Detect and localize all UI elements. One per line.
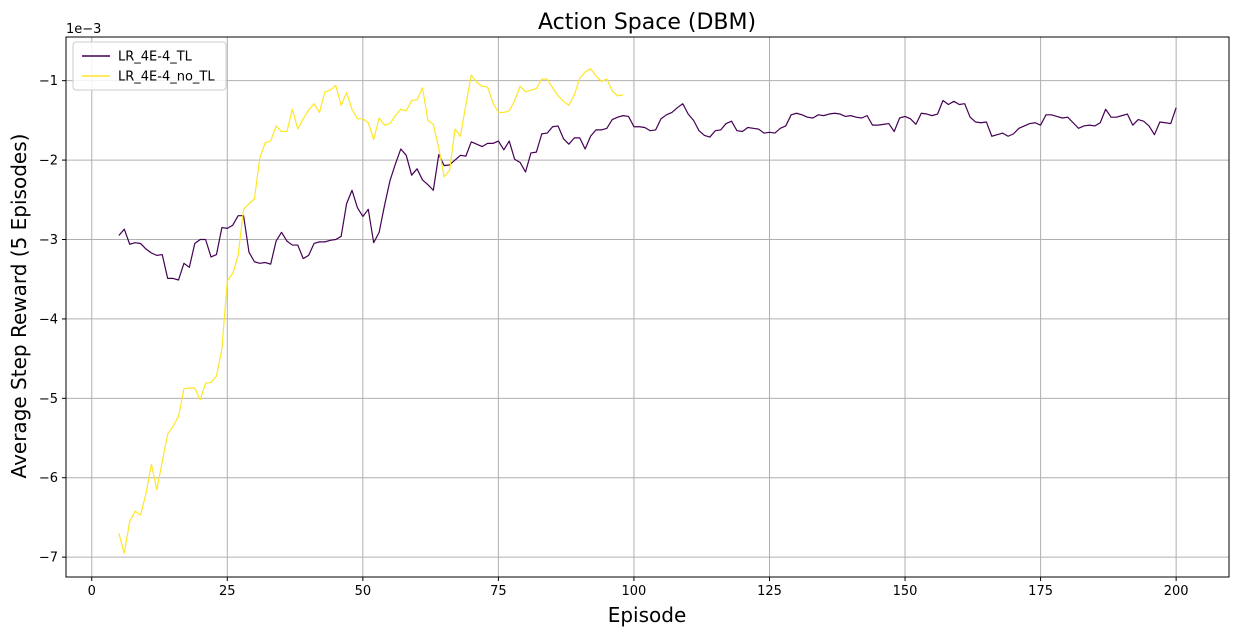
x-tick-label: 200 [1164, 584, 1189, 599]
plot-frame [65, 36, 1230, 578]
y-tick-label: −3 [39, 233, 58, 248]
legend: LR_4E-4_TL LR_4E-4_no_TL [72, 41, 227, 91]
y-tick-label: −4 [39, 312, 58, 327]
y-tick-label: −5 [39, 392, 58, 407]
series-line-lr-no-tl [118, 68, 624, 554]
chart-title: Action Space (DBM) [538, 10, 756, 35]
legend-box [72, 41, 227, 91]
y-tick-label: −6 [39, 471, 58, 486]
x-tick-label: 100 [622, 584, 647, 599]
legend-label-lr-tl: LR_4E-4_TL [118, 50, 193, 65]
grid [66, 37, 1229, 577]
x-tick-label: 175 [1028, 584, 1053, 599]
x-tick-label: 50 [355, 584, 372, 599]
x-tick-label: 25 [219, 584, 236, 599]
y-offset-label: 1e−3 [66, 22, 101, 37]
axis-ticks: 0 25 50 75 100 125 150 175 200 −7 −6 −5 −4 −3 −2 −1 [39, 74, 1189, 599]
y-axis-label: Average Step Reward (5 Episodes) [7, 134, 31, 479]
y-tick-label: −7 [39, 551, 58, 566]
legend-label-lr-no-tl: LR_4E-4_no_TL [118, 70, 215, 85]
y-tick-label: −2 [39, 154, 58, 169]
x-tick-label: 150 [893, 584, 918, 599]
x-tick-label: 75 [490, 584, 507, 599]
x-tick-label: 125 [757, 584, 782, 599]
series-lines [118, 68, 1177, 554]
x-axis-label: Episode [608, 603, 687, 627]
x-tick-label: 0 [88, 584, 96, 599]
series-line-lr-tl [118, 99, 1177, 281]
y-tick-label: −1 [39, 74, 58, 89]
